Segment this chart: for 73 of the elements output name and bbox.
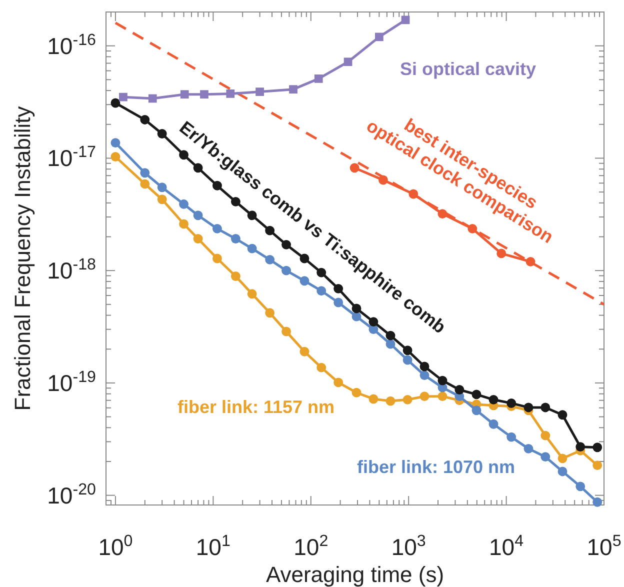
point (420, 392, 430, 402)
point (179, 219, 188, 229)
point (454, 385, 464, 394)
point (247, 210, 257, 220)
point (230, 234, 240, 244)
point (212, 254, 222, 264)
point (300, 254, 310, 264)
x-tick-label: 10$^{1}$ (196, 532, 230, 560)
point (352, 312, 362, 322)
point (212, 224, 222, 234)
point (488, 419, 498, 429)
point (282, 266, 291, 276)
series-label: fiber link: 1157 nm (177, 397, 335, 417)
point (506, 398, 516, 408)
x-tick-label: 10$^{5}$ (586, 532, 622, 560)
point (352, 388, 362, 398)
point (247, 289, 257, 299)
point (334, 378, 344, 388)
point (265, 226, 275, 236)
point (179, 199, 188, 209)
point (402, 346, 412, 356)
point (592, 442, 602, 452)
point (592, 460, 602, 470)
point (386, 330, 396, 340)
point (300, 346, 310, 356)
point (558, 466, 568, 476)
point (472, 390, 482, 400)
x-tick-label: 10$^{0}$ (98, 532, 133, 560)
point (386, 396, 396, 406)
x-tick-label: 10$^{2}$ (294, 532, 328, 560)
point (316, 362, 326, 372)
y-tick-label: 10$^{-19}$ (47, 368, 96, 396)
y-tick-label: 10$^{-18}$ (47, 256, 96, 284)
point (558, 410, 568, 420)
series-label: fiber link: 1070 nm (356, 457, 516, 477)
point (488, 394, 498, 404)
point (420, 362, 430, 372)
point (540, 452, 550, 462)
y-tick-label: 10$^{-20}$ (47, 480, 96, 508)
point (386, 339, 396, 349)
point (352, 304, 362, 314)
point (230, 197, 240, 206)
point (282, 326, 291, 336)
point (368, 394, 378, 404)
x-axis-title: Averaging time (s) (266, 562, 444, 587)
point (438, 392, 448, 402)
point (368, 317, 378, 327)
y-tick-label: 10$^{-16}$ (47, 30, 96, 59)
point (472, 406, 482, 416)
point (576, 482, 586, 492)
point (524, 402, 534, 412)
point (420, 370, 430, 380)
point (576, 442, 586, 452)
point (265, 308, 275, 318)
point (592, 497, 602, 507)
point (506, 432, 516, 442)
point (524, 444, 534, 454)
x-tick-label: 10$^{3}$ (391, 532, 426, 560)
y-axis-title: Fractional Frequency Instability (10, 106, 35, 411)
point (230, 272, 240, 281)
point (282, 240, 291, 250)
point (402, 355, 412, 365)
y-tick-label: 10$^{-17}$ (47, 143, 96, 172)
x-tick-label: 10$^{4}$ (489, 532, 524, 560)
point (438, 376, 448, 386)
point (265, 254, 275, 264)
point (540, 430, 550, 440)
point (300, 276, 310, 286)
point (402, 394, 412, 404)
point (247, 244, 257, 254)
point (540, 402, 550, 412)
series-label: Si optical cavity (400, 59, 536, 79)
point (558, 454, 568, 464)
